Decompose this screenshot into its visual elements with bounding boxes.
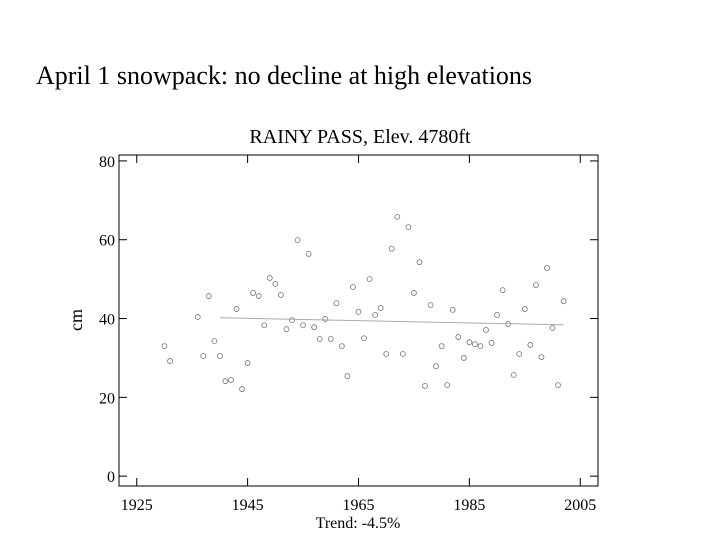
data-point [383,351,390,357]
x-tick-label: 2005 [564,497,596,514]
data-point [289,317,295,324]
data-point [333,300,340,307]
data-point [233,306,240,312]
data-point [405,224,412,231]
data-point [549,325,556,331]
data-point [533,282,539,288]
data-point [438,343,445,350]
y-tick-label: 80 [99,154,115,171]
data-point [272,280,279,287]
data-point [460,355,467,361]
data-point [361,335,367,342]
data-point [161,343,168,350]
data-point [433,363,440,370]
y-tick-label: 40 [99,312,115,329]
data-point [244,360,251,366]
y-tick-label: 0 [107,469,115,486]
y-tick-label: 20 [99,390,115,407]
data-point [200,353,207,359]
chart-title: RAINY PASS, Elev. 4780ft [249,126,471,148]
data-point [560,298,567,305]
data-point [422,383,428,389]
data-point [350,284,356,290]
data-point [355,308,362,315]
data-point [322,316,329,322]
data-point [527,342,534,348]
data-point [205,293,212,299]
x-tick-label: 1945 [232,497,264,514]
data-point [211,338,218,344]
data-point [338,343,345,350]
data-point [300,322,306,329]
y-tick-label: 60 [99,233,115,250]
data-point [217,353,223,359]
data-point [455,334,462,340]
data-point [255,293,262,299]
data-point [416,259,423,266]
x-tick-label: 1925 [121,497,153,514]
data-point [466,339,473,346]
data-point [344,373,351,379]
data-point [388,245,395,252]
data-point [472,341,478,348]
data-point [555,382,561,389]
x-tick-label: 1985 [453,497,485,514]
data-point [239,386,245,392]
data-point [544,265,550,271]
data-point [477,343,484,350]
data-point [394,213,401,220]
data-point [167,358,173,364]
data-point [366,276,373,283]
data-point [444,382,451,389]
x-axis-label: Trend: -4.5% [316,515,401,532]
data-point [283,326,290,333]
data-point [510,371,517,378]
data-point [311,324,318,331]
data-point [521,306,528,312]
data-point [250,290,257,296]
data-point [261,322,268,329]
data-point [327,336,334,342]
data-point [377,304,384,311]
data-point [305,251,312,257]
data-point [411,290,417,296]
x-tick-label: 1965 [343,497,375,514]
data-point [266,275,273,281]
data-point [499,287,506,294]
data-point [483,327,489,333]
data-point [427,302,434,309]
data-point [449,306,456,313]
data-point [277,291,284,298]
data-point [222,378,229,385]
data-point [399,351,406,357]
trend-line [219,317,564,326]
data-point [372,312,379,318]
y-axis-label: cm [66,309,86,331]
data-point [488,340,495,346]
data-point [316,336,323,342]
data-point [294,237,301,244]
slide-title: April 1 snowpack: no decline at high ele… [36,61,532,90]
data-point [516,351,523,357]
data-point [494,312,500,318]
data-point [538,354,545,361]
data-point [194,314,201,320]
data-point [228,377,234,383]
